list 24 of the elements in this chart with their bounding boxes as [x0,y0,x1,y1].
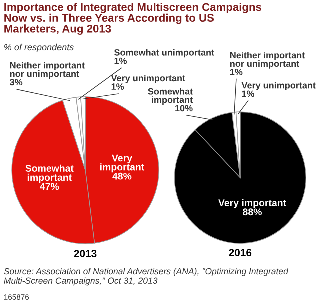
data-label: 10% [176,105,193,112]
slice-label: Somewhat unimportant [114,49,214,58]
slice-label: Somewhat important [148,88,193,106]
text: 2013 [74,250,97,258]
data-label: 1% [114,58,128,64]
slice-label: Neither important nor unimportant [10,62,85,79]
slice-label: Somewhat important [26,164,74,183]
slice-label: Neither important nor unimportant [230,52,306,69]
source-note: Source: Association of National Advertisers (ANA), "Optimizing Integrated Multi-Screen Campaigns," Oct 31, 2013 [4,268,289,286]
slice-label: Very important [218,199,286,208]
text: 2016 [229,249,252,257]
data-label: 1% [230,69,243,76]
data-label: 88% [243,208,262,216]
chart-title: Importance of Integrated Multiscreen Campaigns Now vs. in Three Years According to US Marketers, Aug 2013 [4,3,262,36]
data-label: 1% [112,84,124,90]
data-label: 1% [242,90,255,98]
data-label: 3% [10,79,23,86]
data-label: 48% [112,172,132,180]
slice-label: Very unimportant [111,74,186,84]
slice-label: Very unimportant [242,82,316,91]
chart-subtitle: % of respondents [4,44,74,52]
pie-slice [174,112,307,244]
slice-label: Very important [100,154,145,173]
data-label: 47% [40,183,60,190]
